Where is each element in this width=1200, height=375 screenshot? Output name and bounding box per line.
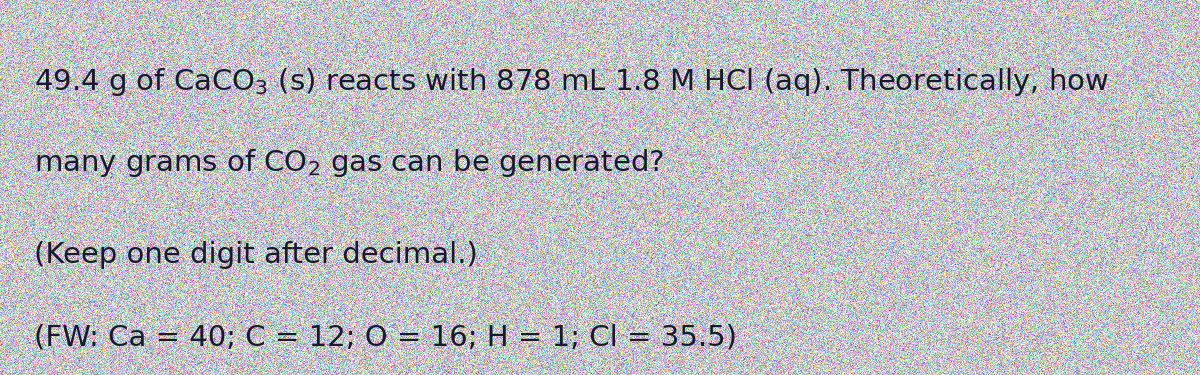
- Text: 49.4 g of CaCO$_3$ (s) reacts with 878 mL 1.8 M HCl (aq). Theoretically, how: 49.4 g of CaCO$_3$ (s) reacts with 878 m…: [34, 66, 1109, 99]
- Text: (FW: Ca = 40; C = 12; O = 16; H = 1; Cl = 35.5): (FW: Ca = 40; C = 12; O = 16; H = 1; Cl …: [34, 324, 737, 351]
- Text: many grams of CO$_2$ gas can be generated?: many grams of CO$_2$ gas can be generate…: [34, 147, 664, 179]
- Text: (Keep one digit after decimal.): (Keep one digit after decimal.): [34, 241, 478, 269]
